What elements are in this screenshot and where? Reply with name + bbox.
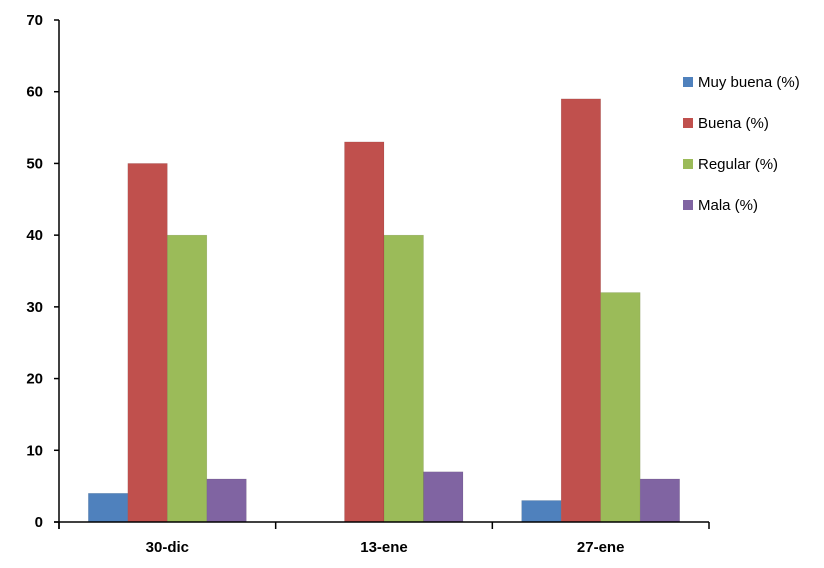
bar-30-dic-0 <box>88 493 129 523</box>
bar-27-ene-3 <box>639 478 680 523</box>
bar-13-ene-2 <box>383 234 424 523</box>
bar-27-ene-0 <box>521 500 562 523</box>
y-tick-label: 20 <box>26 371 43 388</box>
y-tick-label: 70 <box>26 12 43 29</box>
legend-label: Muy buena (%) <box>698 74 800 91</box>
x-category-label: 13-ene <box>360 539 408 556</box>
x-category-label: 27-ene <box>577 539 625 556</box>
y-axis-ticks: 0 10 20 30 40 50 60 70 <box>26 12 59 531</box>
legend-swatch <box>683 118 693 128</box>
bar-27-ene-1 <box>560 98 601 523</box>
legend-label: Mala (%) <box>698 197 758 214</box>
bar-13-ene-3 <box>423 471 464 523</box>
y-tick-label: 60 <box>26 84 43 101</box>
y-tick-label: 40 <box>26 227 43 244</box>
y-tick-label: 30 <box>26 299 43 316</box>
legend-swatch <box>683 159 693 169</box>
bars <box>88 98 680 523</box>
bar-27-ene-2 <box>600 292 641 523</box>
x-axis-labels: 30-dic 13-ene 27-ene <box>146 539 625 556</box>
legend-label: Buena (%) <box>698 115 769 132</box>
y-tick-label: 0 <box>35 514 43 531</box>
legend-label: Regular (%) <box>698 156 778 173</box>
y-tick-label: 10 <box>26 442 43 459</box>
bar-30-dic-3 <box>206 478 247 523</box>
x-category-label: 30-dic <box>146 539 189 556</box>
legend-swatch <box>683 77 693 87</box>
axes <box>54 20 710 529</box>
legend: Muy buena (%) Buena (%) Regular (%) Mala (%… <box>683 74 800 214</box>
y-tick-label: 50 <box>26 155 43 172</box>
bar-30-dic-2 <box>167 234 208 523</box>
legend-swatch <box>683 200 693 210</box>
bar-30-dic-1 <box>127 163 168 523</box>
bar-13-ene-1 <box>344 141 385 523</box>
